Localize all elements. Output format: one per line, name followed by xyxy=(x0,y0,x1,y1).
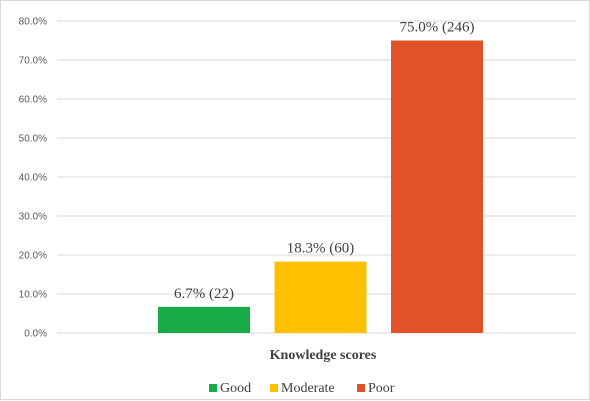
bar-good xyxy=(158,306,250,333)
y-tick-label: 30.0% xyxy=(19,212,47,223)
legend-label: Poor xyxy=(368,381,395,396)
y-tick-label: 80.0% xyxy=(19,17,47,28)
legend-entry-moderate: Moderate xyxy=(270,381,335,396)
data-label-poor: 75.0% (246) xyxy=(400,20,475,36)
y-tick-label: 40.0% xyxy=(19,173,47,184)
y-tick-label: 60.0% xyxy=(19,95,47,106)
legend-swatch xyxy=(270,384,278,392)
data-label-good: 6.7% (22) xyxy=(174,286,234,302)
data-label-moderate: 18.3% (60) xyxy=(287,241,355,257)
y-tick-label: 70.0% xyxy=(19,56,47,67)
x-axis-title: Knowledge scores xyxy=(270,348,377,363)
y-tick-label: 10.0% xyxy=(19,290,47,301)
data-labels: 6.7% (22) 18.3% (60) 75.0% (246) xyxy=(174,20,475,302)
gridlines xyxy=(57,20,576,334)
legend-swatch xyxy=(209,384,217,392)
y-axis-tick-labels: 0.0% 10.0% 20.0% 30.0% 40.0% 50.0% 60.0% 70.0% 8… xyxy=(19,17,47,340)
legend-label: Moderate xyxy=(281,381,335,396)
legend-swatch xyxy=(357,384,365,392)
legend-label: Good xyxy=(220,381,251,396)
legend-entry-good: Good xyxy=(209,381,251,396)
legend-entry-poor: Poor xyxy=(357,381,395,396)
y-tick-label: 0.0% xyxy=(24,329,47,340)
y-tick-label: 20.0% xyxy=(19,251,47,262)
y-tick-label: 50.0% xyxy=(19,134,47,145)
bar-moderate xyxy=(274,261,367,333)
legend: Good Moderate Poor xyxy=(209,381,395,396)
bars xyxy=(158,40,483,333)
bar-poor xyxy=(391,40,483,333)
